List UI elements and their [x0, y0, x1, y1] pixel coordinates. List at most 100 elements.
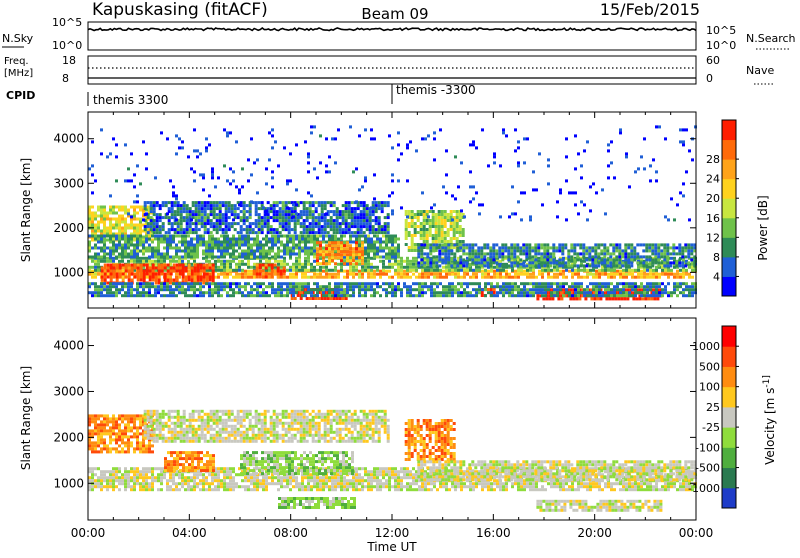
power-cell: [222, 219, 225, 222]
power-cell: [154, 294, 157, 297]
power-cell: [185, 267, 188, 270]
power-cell: [180, 225, 183, 228]
power-cell: [198, 201, 201, 204]
power-cell: [618, 243, 621, 246]
power-cell: [253, 241, 256, 244]
power-cell: [94, 253, 97, 256]
power-cell: [586, 276, 589, 279]
power-cell: [97, 224, 100, 227]
power-cell: [577, 294, 580, 297]
power-cell: [225, 213, 228, 216]
power-cell: [187, 247, 190, 250]
power-cell: [322, 250, 325, 253]
power-cell: [444, 219, 447, 222]
power-cell: [115, 227, 118, 230]
power-cell: [249, 228, 252, 231]
power-cell: [528, 255, 531, 258]
power-cell: [453, 228, 456, 231]
power-cell: [232, 276, 235, 279]
power-cell: [133, 288, 136, 291]
power-cell: [127, 235, 130, 238]
power-cell: [253, 282, 256, 285]
power-cell: [222, 228, 225, 231]
power-cell: [312, 222, 315, 225]
power-cell: [163, 282, 166, 285]
power-cell: [121, 206, 124, 209]
power-cell: [116, 279, 119, 282]
power-cell: [175, 247, 178, 250]
power-cell: [127, 244, 130, 247]
power-cell: [168, 219, 171, 222]
power-cell: [352, 263, 355, 266]
power-cell: [445, 276, 448, 279]
power-cell: [324, 204, 327, 207]
power-cell: [424, 273, 427, 276]
power-cell: [255, 219, 258, 222]
power-cell: [297, 219, 300, 222]
power-cell: [673, 285, 676, 288]
power-cell: [273, 213, 276, 216]
power-cell: [462, 240, 465, 243]
power-cell: [336, 225, 339, 228]
power-cell: [354, 213, 357, 216]
power-cell: [511, 269, 514, 272]
power-cell: [174, 204, 177, 207]
power-cell: [250, 244, 253, 247]
power-cell: [234, 204, 237, 207]
power-cell: [438, 252, 441, 255]
power-cell: [505, 291, 508, 294]
power-cell: [193, 288, 196, 291]
power-cell: [496, 285, 499, 288]
power-cell: [681, 252, 684, 255]
power-cell: [490, 291, 493, 294]
power-cell: [466, 282, 469, 285]
power-cell: [285, 222, 288, 225]
power-cell: [301, 276, 304, 279]
power-cell: [627, 258, 630, 261]
power-cell: [336, 210, 339, 213]
power-cell: [277, 253, 280, 256]
power-cell: [139, 224, 142, 227]
power-cell: [501, 258, 504, 261]
power-cell: [663, 264, 666, 267]
power-cell: [432, 255, 435, 258]
power-cell: [432, 243, 435, 246]
power-cell: [423, 240, 426, 243]
power-cell: [140, 279, 143, 282]
power-cell: [109, 285, 112, 288]
power-cell: [282, 213, 285, 216]
power-cell: [197, 273, 200, 276]
power-cell: [576, 255, 579, 258]
power-cell: [121, 282, 124, 285]
power-cell: [303, 204, 306, 207]
power-cell: [366, 216, 369, 219]
power-cell: [115, 282, 118, 285]
power-cell: [391, 288, 394, 291]
power-cell: [277, 291, 280, 294]
power-cell: [274, 273, 277, 276]
power-cell: [178, 247, 181, 250]
power-cell: [307, 260, 310, 263]
power-cell: [406, 269, 409, 272]
power-cell: [169, 241, 172, 244]
power-cell: [241, 238, 244, 241]
power-cell: [528, 252, 531, 255]
power-cell: [676, 282, 679, 285]
power-cell: [183, 228, 186, 231]
power-cell: [378, 201, 381, 204]
power-cell: [603, 255, 606, 258]
power-cell: [253, 256, 256, 259]
power-cell: [366, 204, 369, 207]
power-cell: [154, 260, 157, 263]
power-cell: [489, 258, 492, 261]
power-cell: [303, 201, 306, 204]
power-cell: [139, 227, 142, 230]
power-cell: [432, 249, 435, 252]
power-cell: [192, 213, 195, 216]
power-cell: [573, 264, 576, 267]
power-cell: [222, 201, 225, 204]
power-cell: [370, 238, 373, 241]
power-cell: [131, 267, 134, 270]
power-cell: [217, 241, 220, 244]
power-cell: [369, 219, 372, 222]
